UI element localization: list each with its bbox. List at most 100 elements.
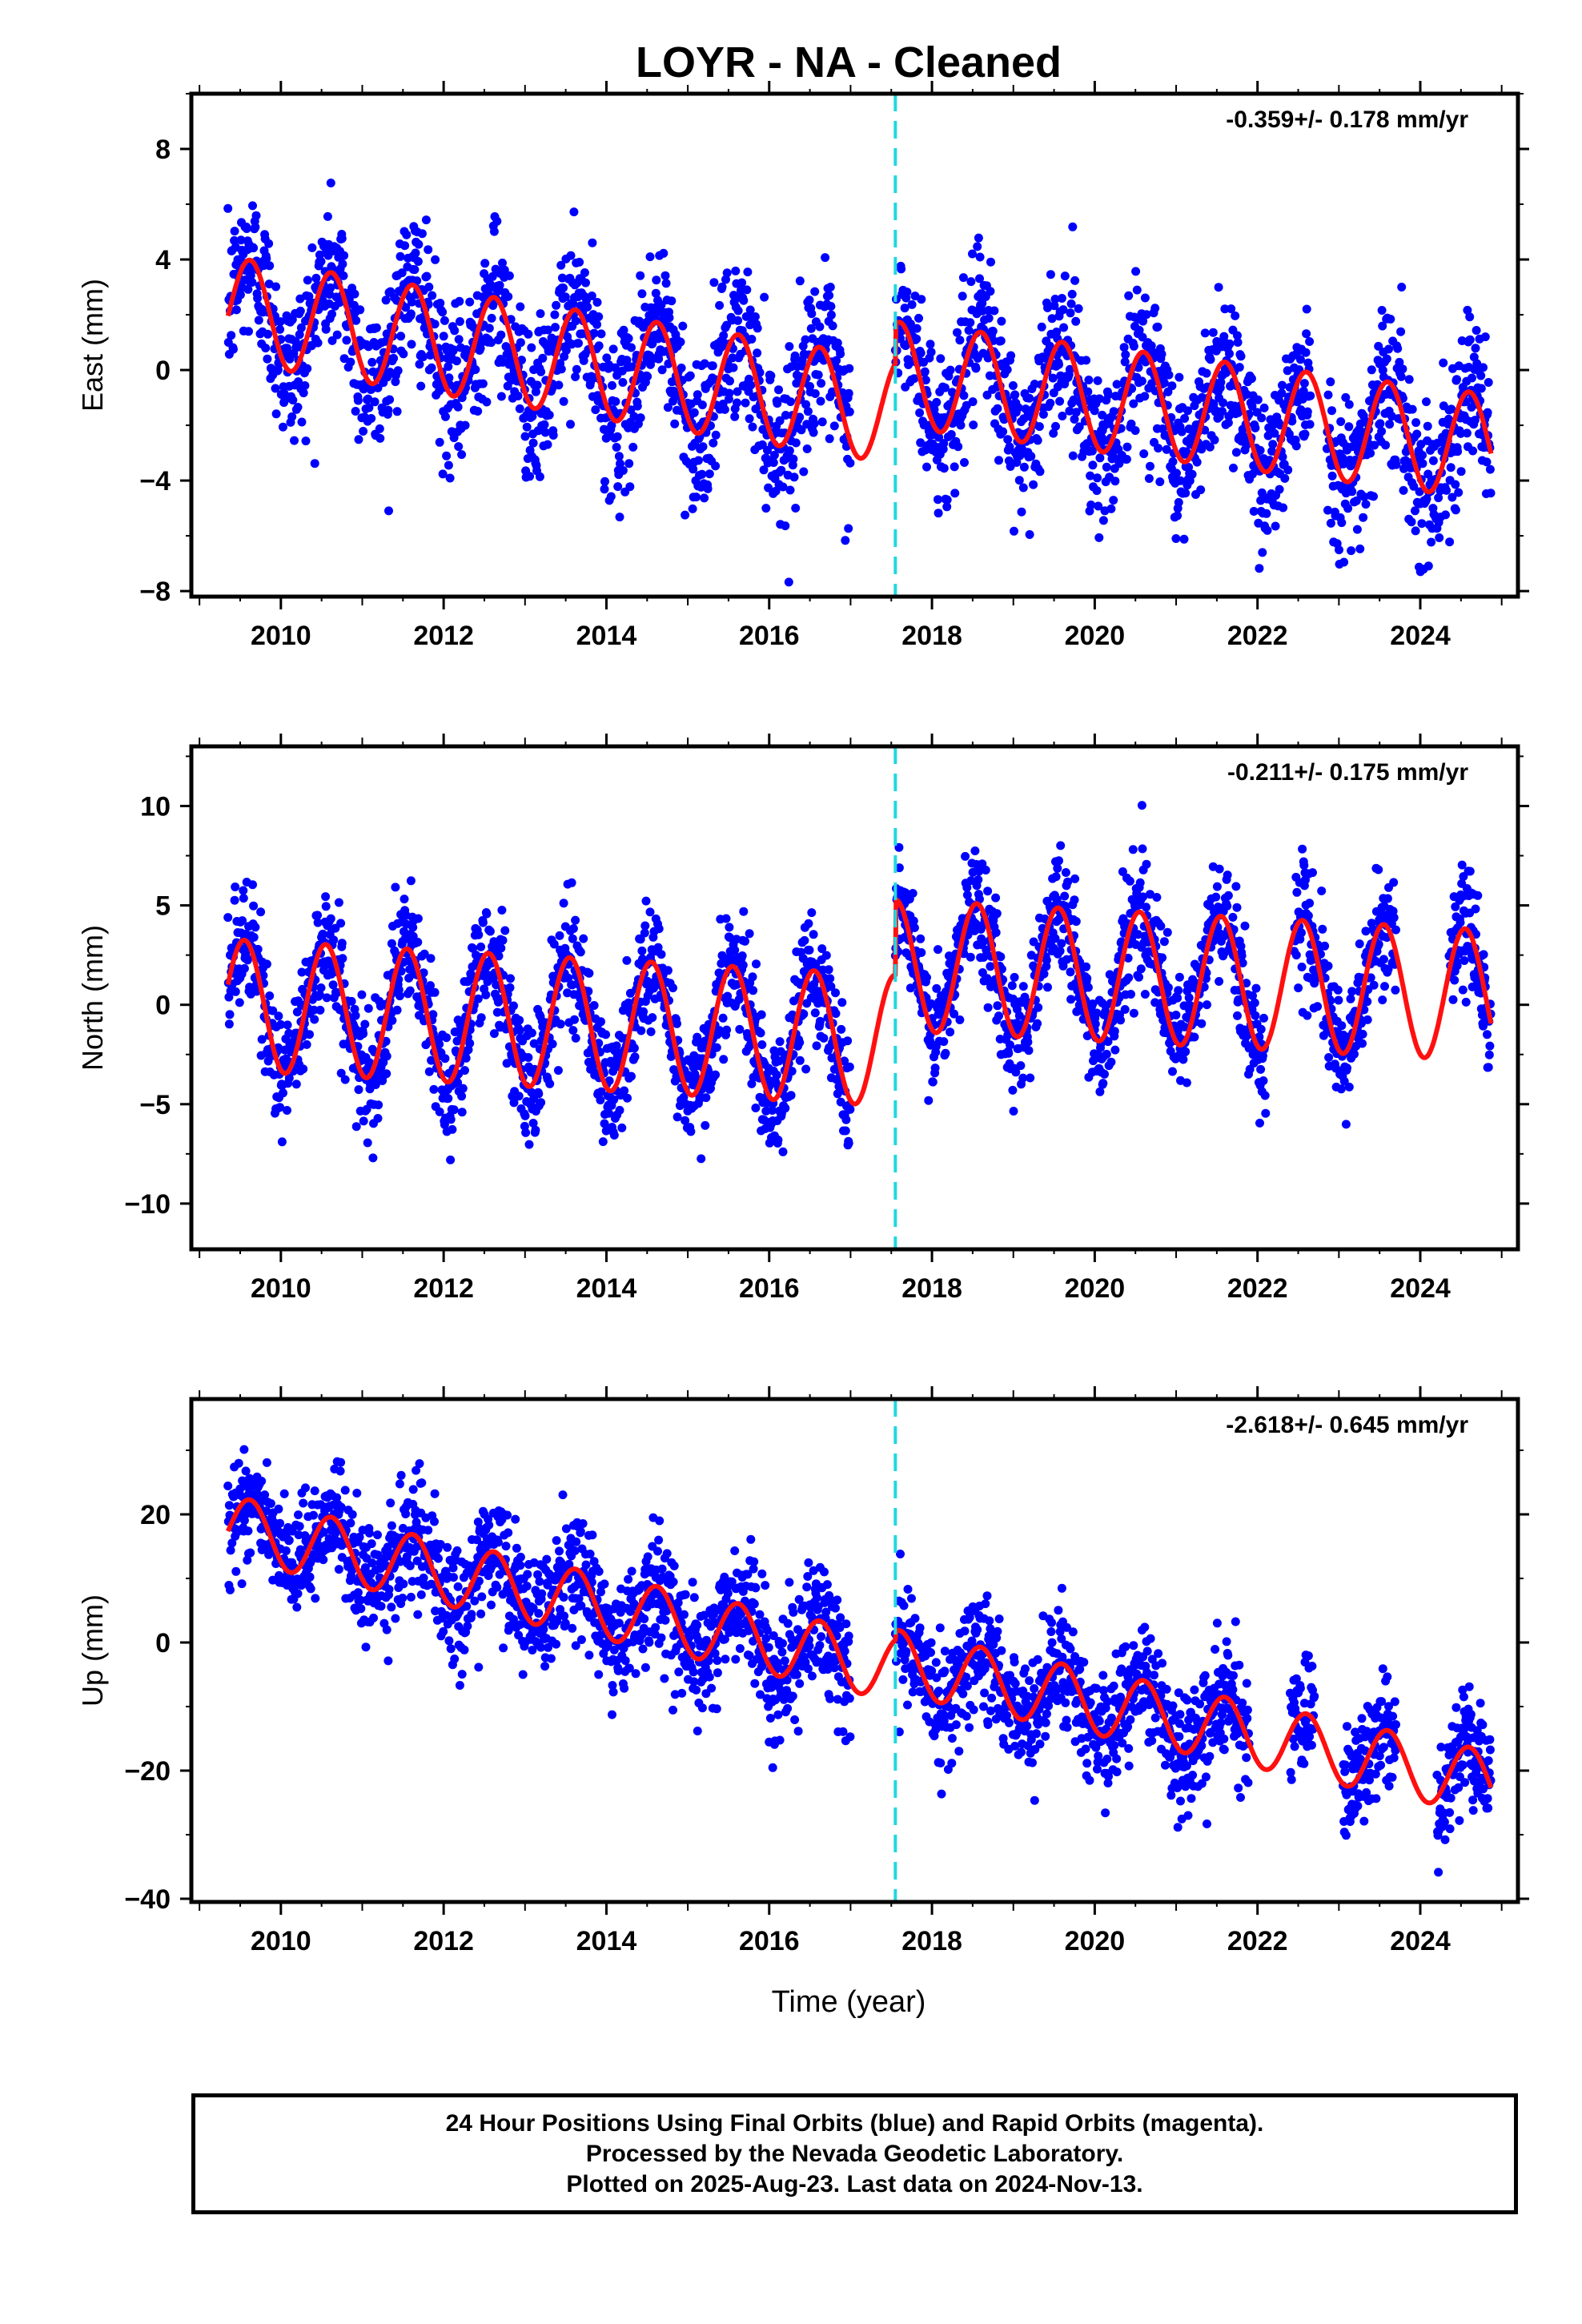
east-point [406,309,416,319]
east-point [1196,485,1206,495]
north-point [1159,937,1169,947]
east-point [1034,422,1044,432]
east-point [1423,561,1433,571]
north-point [1297,963,1307,971]
east-point [797,425,806,435]
east-point [1452,375,1461,384]
north-point [749,986,758,995]
north-point [262,959,271,969]
north-point [265,991,275,1000]
east-point [1343,504,1353,513]
north-point [983,887,993,896]
east-point [917,295,926,304]
east-point [1271,521,1280,531]
east-point [264,279,274,289]
east-point [959,391,969,400]
north-point [831,1009,841,1019]
east-point [251,223,260,232]
east-point [1112,380,1122,389]
east-point [1412,429,1422,439]
east-point [1074,304,1083,313]
east-point [544,410,554,420]
east-point [618,378,628,387]
east-point [501,342,511,352]
east-point [709,438,718,448]
east-point [498,258,507,267]
north-point [991,928,1001,937]
east-point [1225,349,1234,359]
east-point [809,419,819,428]
east-point [688,504,697,513]
north-point [1053,863,1062,873]
north-point [1043,983,1052,992]
north-point [1034,1003,1043,1012]
east-point [692,493,701,502]
north-point [382,1069,391,1079]
north-point [845,1062,854,1072]
east-point [421,215,431,225]
east-point [411,248,420,258]
east-point [313,338,323,348]
north-point [230,895,239,905]
east-point [1010,526,1018,536]
east-point [624,334,633,344]
north-point [571,915,580,925]
east-point [243,284,253,294]
east-point [424,282,434,292]
east-point [495,280,504,290]
north-point [1134,972,1143,982]
east-point [618,466,628,475]
north-point [1110,1045,1120,1055]
east-x-tick-label: 2018 [901,621,962,651]
east-point [781,411,790,420]
east-point [543,440,552,449]
east-point [487,313,496,323]
north-point [1142,903,1150,912]
north-point [1008,1085,1018,1095]
north-point [527,1028,536,1038]
east-point [615,513,624,522]
east-point [351,407,360,416]
east-point [1029,480,1038,489]
north-point [239,886,248,895]
east-point [520,432,530,441]
east-point [1003,435,1013,444]
east-point [700,493,709,503]
north-point [1007,981,1017,991]
east-point [453,402,463,412]
east-point [1235,363,1244,372]
east-point [969,420,978,430]
east-point [1065,364,1074,374]
north-point [584,968,594,978]
east-point [516,338,525,348]
north-point [239,894,248,903]
east-point [522,422,532,432]
north-point [970,846,980,855]
east-point [978,299,987,308]
north-point [449,1105,459,1115]
east-point [444,373,454,383]
east-point [290,436,299,445]
east-point [342,336,351,345]
east-point [327,336,337,345]
north-point [321,892,331,902]
east-point [1033,436,1042,445]
east-point [587,292,596,300]
north-point [738,960,748,970]
north-point [536,1098,546,1108]
east-point [1126,419,1136,428]
east-x-tick-label: 2012 [413,621,474,651]
east-y-tick-label: −4 [139,466,171,497]
north-point [1174,972,1184,982]
north-point [329,935,339,945]
north-point [392,1005,402,1015]
east-point [1008,381,1018,390]
east-point [1418,450,1427,460]
east-point [1258,548,1267,557]
east-point [244,327,253,336]
east-point [265,261,275,271]
north-point [1142,859,1151,869]
north-point [673,1019,681,1028]
north-point [812,1041,821,1051]
north-point [821,951,831,960]
